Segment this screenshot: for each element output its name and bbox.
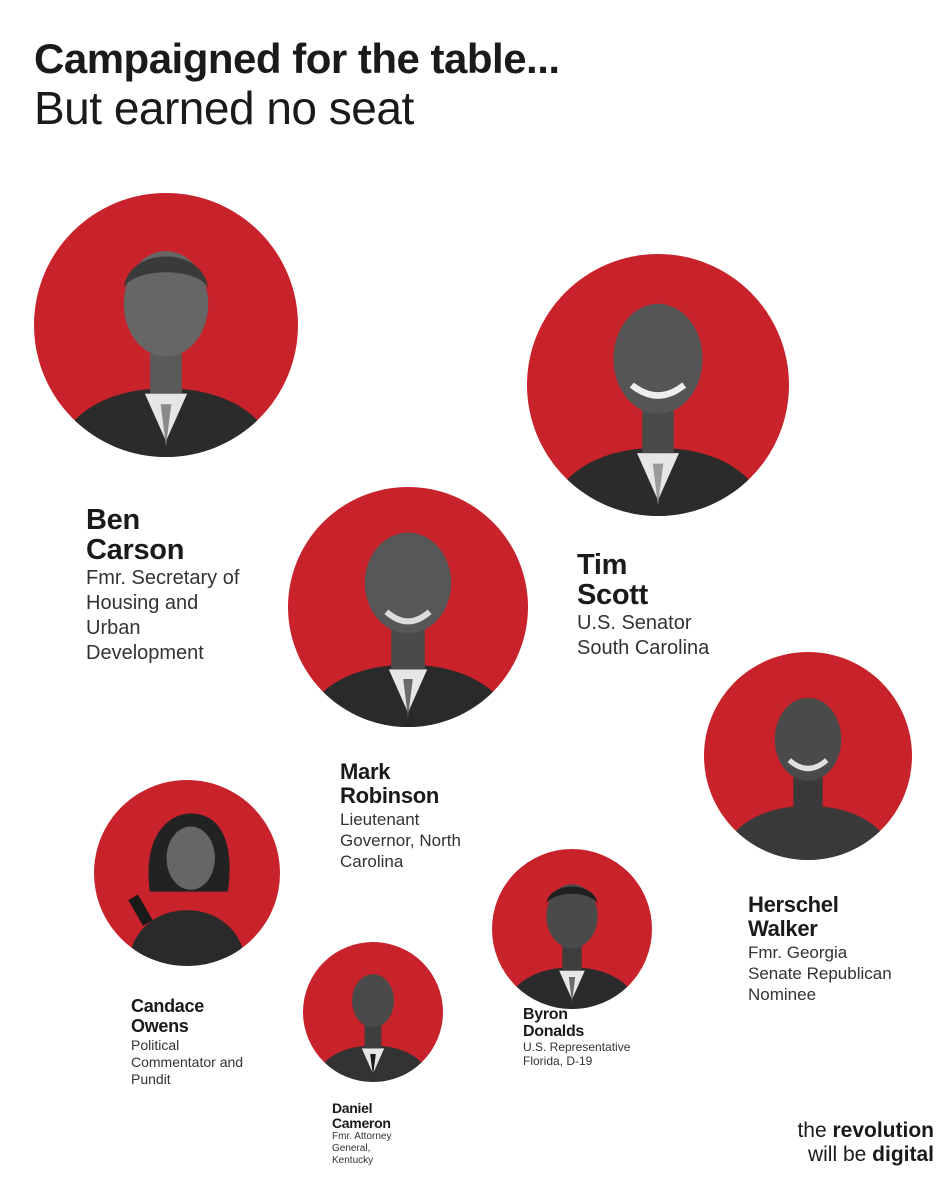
person-photo-icon (547, 303, 769, 516)
name-last: Cameron (332, 1115, 391, 1131)
brand-line-2: will be digital (807, 1143, 934, 1166)
role-line: Political (131, 1037, 180, 1053)
role-line: Florida, D-19 (523, 1054, 593, 1068)
headline-line-2: But earned no seat (34, 82, 414, 134)
caption-tim-scott: Tim Scott U.S. Senator South Carolina (577, 550, 709, 660)
name-first: Byron (523, 1006, 568, 1023)
caption-mark-robinson: Mark Robinson Lieutenant Governor, North… (340, 759, 461, 872)
role-line: Urban (86, 617, 141, 639)
role-line: South Carolina (577, 637, 710, 659)
portrait-herschel-walker (704, 652, 912, 860)
role-line: Fmr. Secretary of (86, 567, 240, 589)
role-line: Carolina (340, 852, 404, 871)
name-first: Tim (577, 549, 628, 581)
portrait-mark-robinson (288, 487, 528, 727)
role-line: Commentator and (131, 1054, 244, 1070)
role-line: Pundit (131, 1071, 171, 1087)
role-line: Senate Republican (748, 964, 892, 983)
role-line: U.S. Representative (523, 1040, 631, 1054)
name-first: Mark (340, 759, 391, 784)
headline: Campaigned for the table... But earned n… (34, 35, 560, 135)
name-last: Carson (86, 534, 185, 566)
caption-ben-carson: Ben Carson Fmr. Secretary of Housing and… (86, 505, 239, 665)
portrait-candace-owens (94, 780, 280, 966)
role-line: Nominee (748, 985, 817, 1004)
headline-line-1: Campaigned for the table... (34, 35, 560, 82)
name-first: Ben (86, 504, 140, 536)
role-line: Fmr. Attorney (332, 1131, 392, 1142)
portrait-daniel-cameron (303, 942, 443, 1082)
person-photo-icon (302, 532, 514, 727)
brand-logo: the revolution will be digital (797, 1119, 934, 1167)
caption-byron-donalds: Byron Donalds U.S. Representative Florid… (523, 1006, 630, 1068)
name-first: Daniel (332, 1100, 373, 1116)
role-line: Kentucky (332, 1155, 374, 1166)
name-first: Candace (131, 996, 204, 1016)
name-first: Herschel (748, 892, 839, 917)
portrait-ben-carson (34, 193, 298, 457)
role-line: U.S. Senator (577, 612, 692, 634)
portrait-byron-donalds (492, 849, 652, 1009)
role-line: Housing and (86, 592, 199, 614)
name-last: Donalds (523, 1023, 585, 1040)
name-last: Walker (748, 916, 818, 941)
person-photo-icon (314, 974, 432, 1082)
person-photo-icon (504, 884, 640, 1009)
name-last: Owens (131, 1016, 189, 1036)
caption-candace-owens: Candace Owens Political Commentator and … (131, 996, 243, 1087)
portrait-tim-scott (527, 254, 789, 516)
role-line: Fmr. Georgia (748, 943, 848, 962)
role-line: General, (332, 1143, 371, 1154)
person-photo-icon (55, 251, 277, 457)
role-line: Lieutenant (340, 810, 420, 829)
name-last: Scott (577, 579, 649, 611)
caption-herschel-walker: Herschel Walker Fmr. Georgia Senate Repu… (748, 892, 892, 1005)
person-photo-icon (720, 697, 896, 860)
caption-daniel-cameron: Daniel Cameron Fmr. Attorney General, Ke… (332, 1101, 391, 1167)
role-line: Development (86, 642, 204, 664)
brand-line-1: the revolution (797, 1119, 934, 1142)
person-photo-icon (127, 813, 247, 966)
role-line: Governor, North (340, 831, 461, 850)
name-last: Robinson (340, 783, 440, 808)
